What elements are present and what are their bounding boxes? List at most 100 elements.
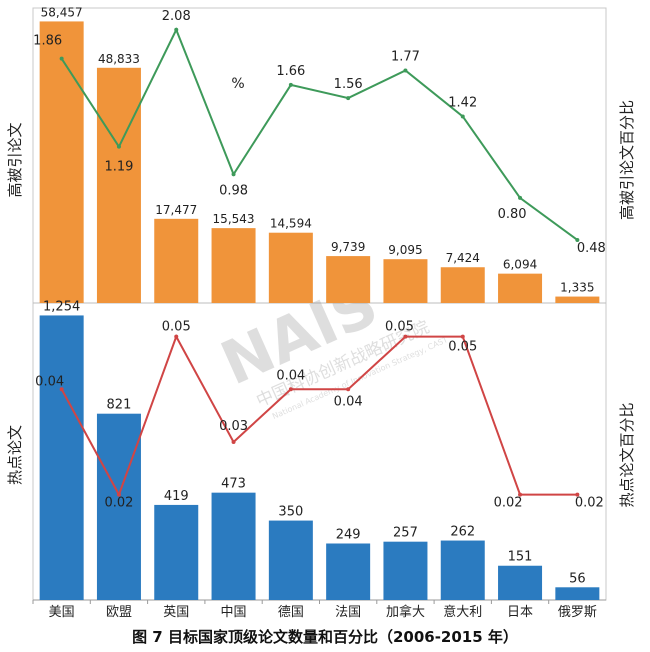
- line-point: [403, 68, 408, 73]
- bar-value-label: 56: [569, 571, 586, 586]
- bottom-panel: 1,254 821 419 473 350 249 257 262 151 56 0.04 0.02 0…: [35, 299, 604, 600]
- bar-value-label: 14,594: [270, 217, 312, 231]
- line-point: [231, 172, 236, 177]
- line-value-label: 0.05: [162, 320, 191, 335]
- bar-俄罗斯: [555, 296, 600, 303]
- bar-value-label: 249: [336, 527, 361, 542]
- line-value-label: 1.56: [334, 77, 363, 92]
- bar-美国: [39, 21, 84, 303]
- line-point: [575, 492, 580, 497]
- bar-英国: [154, 218, 199, 303]
- category-labels: 美国 欧盟 英国 中国 德国 法国 加拿大 意大利 日本 俄罗斯: [32, 600, 597, 620]
- bar-value-label: 9,739: [331, 240, 365, 254]
- line-point: [403, 334, 408, 339]
- line-value-label: 0.04: [334, 394, 363, 409]
- category-label: 俄罗斯: [558, 605, 597, 620]
- bar-value-label: 1,254: [43, 299, 80, 314]
- bar-美国: [39, 315, 84, 600]
- bar-法国: [326, 256, 371, 303]
- bar-中国: [211, 492, 256, 600]
- bar-意大利: [440, 540, 485, 600]
- bar-加拿大: [383, 541, 428, 600]
- line-point: [231, 439, 236, 444]
- line-value-label: 0.98: [219, 183, 248, 198]
- line-value-label: 0.02: [494, 496, 523, 511]
- bar-中国: [211, 228, 256, 303]
- bar-value-label: 473: [221, 477, 246, 492]
- bar-value-label: 17,477: [155, 203, 197, 217]
- category-label: 加拿大: [386, 604, 425, 620]
- category-label: 中国: [221, 605, 247, 620]
- bar-日本: [498, 565, 543, 600]
- category-label: 日本: [507, 605, 533, 620]
- bar-欧盟: [96, 67, 141, 303]
- bar-value-label: 350: [278, 505, 303, 520]
- line-value-label: 1.42: [448, 95, 477, 110]
- category-label: 美国: [49, 605, 75, 620]
- line-value-label: 2.08: [162, 9, 191, 24]
- bar-英国: [154, 504, 199, 600]
- bar-value-label: 6,094: [503, 258, 537, 272]
- line-value-label: 0.04: [35, 374, 64, 389]
- bar-value-label: 1,335: [560, 281, 594, 295]
- line-point: [460, 334, 465, 339]
- line-value-label: 0.48: [577, 241, 606, 256]
- line-value-label: 0.05: [448, 340, 477, 355]
- bar-value-label: 257: [393, 526, 418, 541]
- bar-欧盟: [96, 413, 141, 600]
- bar-value-label: 15,543: [213, 212, 255, 226]
- line-value-label: 0.80: [498, 207, 527, 222]
- line-point: [116, 492, 121, 497]
- bar-value-label: 821: [107, 398, 132, 413]
- line-point: [59, 387, 64, 392]
- bar-value-label: 419: [164, 489, 189, 504]
- bar-日本: [498, 273, 543, 303]
- bar-法国: [326, 543, 371, 600]
- line-value-label: 0.03: [219, 419, 248, 434]
- bottom-y-axis-title: 热点论文: [6, 425, 24, 485]
- top-y2-axis-title: 高被引论文百分比: [618, 100, 636, 220]
- line-point: [460, 114, 465, 119]
- line-point: [288, 387, 293, 392]
- top-panel: 58,457 48,833 17,477 15,543 14,594 9,739 9,095…: [33, 5, 606, 303]
- line-point: [116, 144, 121, 149]
- bar-value-label: 262: [450, 525, 475, 540]
- line-value-label: 1.66: [276, 64, 305, 79]
- percent-line: [60, 334, 578, 498]
- line-value-label: 0.05: [385, 320, 414, 335]
- bar-意大利: [440, 267, 485, 303]
- category-label: 法国: [335, 605, 361, 620]
- line-value-label: 1.19: [104, 160, 133, 175]
- percent-line: [60, 27, 578, 241]
- line-point: [346, 387, 351, 392]
- category-label: 欧盟: [106, 605, 132, 620]
- bar-value-label: 48,833: [98, 52, 140, 66]
- figure-caption: 图 7 目标国家顶级论文数量和百分比（2006-2015 年）: [132, 628, 518, 646]
- line-value-label: 0.02: [104, 496, 133, 511]
- line-point: [346, 96, 351, 101]
- line-point: [518, 492, 523, 497]
- line-point: [575, 237, 580, 242]
- line-value-label: 1.86: [33, 34, 62, 49]
- bar-value-label: 9,095: [388, 243, 422, 257]
- line-point: [59, 56, 64, 61]
- percent-unit-annotation: %: [231, 76, 244, 92]
- line-value-label: 0.02: [575, 496, 604, 511]
- bar-value-label: 7,424: [446, 251, 480, 265]
- bar-德国: [268, 232, 313, 303]
- bar-value-label: 58,457: [41, 5, 83, 19]
- line-value-label: 1.77: [391, 49, 420, 64]
- line-value-label: 0.04: [276, 368, 305, 383]
- line-point: [518, 195, 523, 200]
- line-point: [174, 334, 179, 339]
- category-label: 英国: [163, 605, 189, 620]
- category-label: 意大利: [443, 604, 482, 620]
- category-label: 德国: [278, 605, 304, 620]
- bar-俄罗斯: [555, 587, 600, 600]
- bar-加拿大: [383, 259, 428, 303]
- bottom-y2-axis-title: 热点论文百分比: [618, 402, 636, 507]
- line-point: [288, 82, 293, 87]
- top-y-axis-title: 高被引论文: [6, 122, 24, 197]
- line-point: [174, 27, 179, 32]
